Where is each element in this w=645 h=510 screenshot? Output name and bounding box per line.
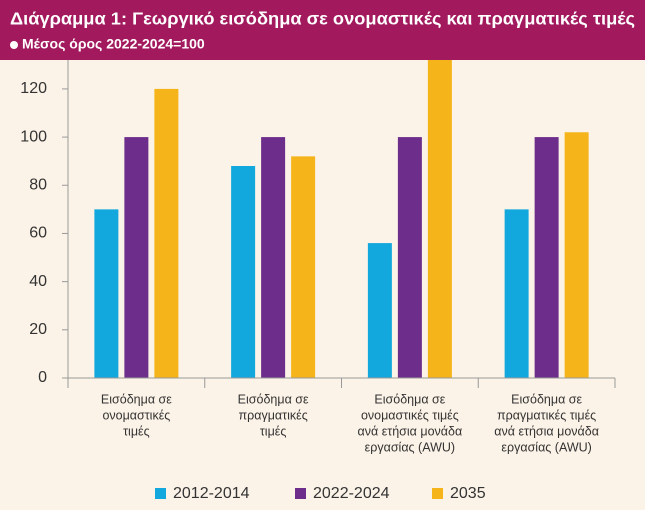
bar [397, 137, 422, 378]
y-tick-label: 0 [38, 369, 47, 386]
bar [261, 137, 286, 378]
x-tick-label: πραγματικές [239, 408, 308, 422]
chart-title: Διάγραμμα 1: Γεωργικό εισόδημα σε ονομασ… [10, 9, 635, 29]
x-tick-label: Εισόδημα σε [511, 392, 582, 406]
chart-subtitle: Μέσος όρος 2022-2024=100 [22, 36, 205, 52]
x-tick-label: Εισόδημα σε [238, 392, 309, 406]
bullet [10, 41, 18, 49]
x-tick-label: εργασίας (AWU) [365, 440, 455, 454]
legend-label: 2035 [450, 485, 486, 502]
bar [564, 132, 589, 378]
bar [291, 156, 316, 378]
x-tick-label: τιμές [123, 424, 150, 438]
x-tick-label: ονομαστικές [102, 408, 170, 422]
x-tick-label: ανά ετήσια μονάδα [358, 424, 463, 438]
x-tick-label: ανά ετήσια μονάδα [494, 424, 599, 438]
y-tick-label: 80 [29, 176, 47, 193]
x-tick-label: ονομαστικές τιμές [361, 408, 459, 422]
bar [154, 88, 179, 378]
bar [534, 137, 559, 378]
x-tick-label: Εισόδημα σε [101, 392, 172, 406]
legend-swatch [432, 488, 443, 499]
legend-swatch [155, 488, 166, 499]
y-tick-label: 20 [29, 321, 47, 338]
y-tick-label: 40 [29, 273, 47, 290]
bar [94, 209, 119, 378]
bar [367, 243, 392, 378]
header [0, 0, 645, 60]
bar [504, 209, 529, 378]
bar [427, 60, 452, 378]
y-tick-label: 60 [29, 225, 47, 242]
legend-label: 2022-2024 [313, 485, 390, 502]
x-tick-label: Εισόδημα σε [374, 392, 445, 406]
legend-swatch [295, 488, 306, 499]
y-tick-label: 120 [20, 80, 47, 97]
bars [94, 60, 589, 378]
bar [124, 137, 149, 378]
legend-label: 2012-2014 [173, 485, 250, 502]
y-tick-label: 100 [20, 128, 47, 145]
x-tick-label: εργασίας (AWU) [501, 440, 591, 454]
x-tick-label: πραγματικές τιμές [497, 408, 596, 422]
bar [231, 166, 256, 378]
x-tick-label: τιμές [260, 424, 287, 438]
